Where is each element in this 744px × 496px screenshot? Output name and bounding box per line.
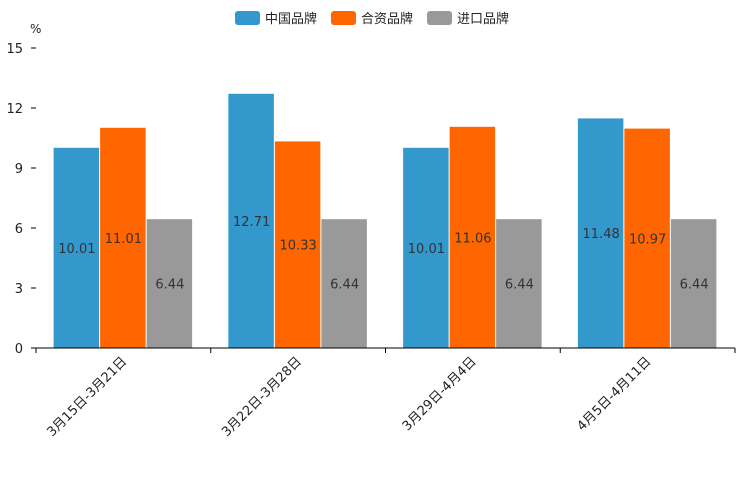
data-label: 6.44 — [680, 278, 709, 293]
y-axis: 0 3 6 9 12 15 — [6, 42, 36, 357]
data-label: 10.01 — [408, 242, 445, 257]
data-label: 10.97 — [629, 232, 666, 247]
legend-item-imported-brand[interactable]: 进口品牌 — [427, 8, 509, 27]
x-tick-label: 3月22日-3月28日 — [219, 354, 305, 440]
y-tick-label: 15 — [6, 42, 23, 57]
y-tick-label: 9 — [15, 162, 23, 177]
bar — [321, 219, 367, 348]
data-label: 11.48 — [583, 227, 620, 242]
data-label: 11.01 — [105, 232, 142, 247]
legend-label-china-brand: 中国品牌 — [264, 12, 317, 27]
bar — [53, 147, 100, 348]
legend: 中国品牌 合资品牌 进口品牌 — [0, 8, 744, 27]
legend-item-joint-venture-brand[interactable]: 合资品牌 — [330, 8, 413, 27]
x-tick-label: 3月29日-4月4日 — [400, 354, 480, 434]
x-axis: 3月15日-3月21日 3月22日-3月28日 3月29日-4月4日 4月5日-4月1… — [35, 347, 736, 440]
data-label: 6.44 — [155, 278, 184, 293]
data-label: 10.33 — [280, 239, 317, 254]
data-label: 6.44 — [330, 278, 359, 293]
legend-label-joint-venture-brand: 合资品牌 — [360, 12, 413, 27]
data-label: 10.01 — [58, 242, 95, 257]
y-axis-unit: % — [30, 22, 42, 36]
bars-group — [53, 93, 717, 349]
legend-swatch-joint-venture-brand — [330, 10, 356, 25]
legend-item-china-brand[interactable]: 中国品牌 — [234, 8, 317, 27]
data-label: 12.71 — [233, 215, 270, 230]
bar — [577, 118, 624, 349]
y-tick-label: 3 — [15, 282, 23, 297]
bar — [228, 93, 274, 348]
bar — [403, 147, 449, 348]
bar — [100, 127, 146, 348]
data-label: 6.44 — [505, 278, 534, 293]
bar — [496, 219, 542, 348]
y-tick-label: 6 — [15, 222, 23, 237]
x-tick-label: 4月5日-4月11日 — [575, 354, 655, 434]
bar — [670, 219, 717, 348]
bar — [449, 126, 496, 348]
y-tick-label: 12 — [6, 102, 23, 117]
y-tick-label: 0 — [15, 342, 23, 357]
x-tick-label: 3月15日-3月21日 — [44, 354, 130, 440]
data-labels-group: 10.01 11.01 6.44 12.71 10.33 6.44 10.01 11.06 6.… — [58, 215, 708, 293]
bar — [624, 128, 670, 348]
legend-swatch-imported-brand — [427, 10, 452, 25]
bar — [146, 219, 193, 348]
legend-label-imported-brand: 进口品牌 — [457, 12, 510, 27]
bar — [274, 141, 321, 348]
data-label: 11.06 — [454, 231, 491, 246]
legend-swatch-china-brand — [234, 10, 260, 25]
